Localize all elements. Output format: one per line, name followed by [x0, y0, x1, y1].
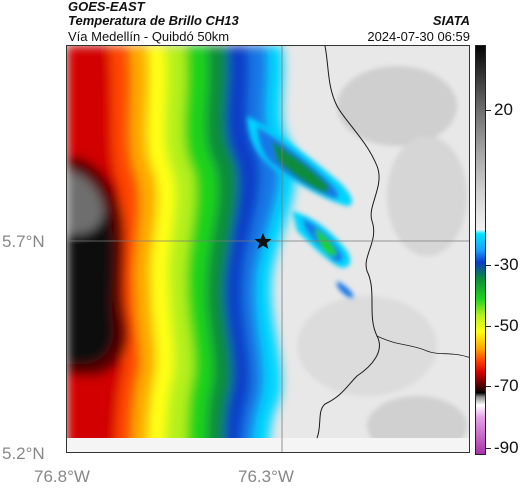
lon-label-763: 76.3°W — [238, 467, 294, 486]
convective-cell — [247, 116, 354, 298]
colorbar-tick-label: -30 — [494, 255, 519, 274]
satellite-map — [66, 45, 470, 453]
colorbar-tick-label: 20 — [494, 100, 513, 119]
border-line — [376, 335, 469, 358]
organization-label: SIATA — [432, 13, 470, 28]
colorbar-tick-label: -70 — [494, 376, 519, 395]
surface-texture — [297, 66, 467, 452]
colorbar-tick-label: -50 — [494, 316, 519, 335]
colorbar-tick-label: -90 — [494, 438, 519, 457]
colorbar-tick — [486, 448, 491, 449]
agency-title: GOES-EAST — [68, 0, 145, 14]
temperature-colorbar — [475, 45, 486, 455]
coastline — [316, 46, 380, 439]
product-title: Temperatura de Brillo CH13 — [68, 13, 239, 28]
bottom-strip — [67, 438, 469, 452]
colorbar-tick — [486, 110, 491, 111]
brightness-temperature-field — [67, 46, 469, 452]
cloud-shield — [67, 46, 297, 452]
star-marker — [254, 233, 272, 249]
colorbar-tick — [486, 265, 491, 266]
colorbar-tick — [486, 326, 491, 327]
location-subtitle: Vía Medellín - Quibdó 50km — [68, 29, 230, 44]
lat-label-52: 5.2°N — [2, 444, 45, 463]
datetime-label: 2024-07-30 06:59 — [367, 29, 470, 44]
colorbar-tick — [486, 386, 491, 387]
lat-label-57: 5.7°N — [2, 232, 45, 251]
lon-label-768: 76.8°W — [34, 467, 90, 486]
